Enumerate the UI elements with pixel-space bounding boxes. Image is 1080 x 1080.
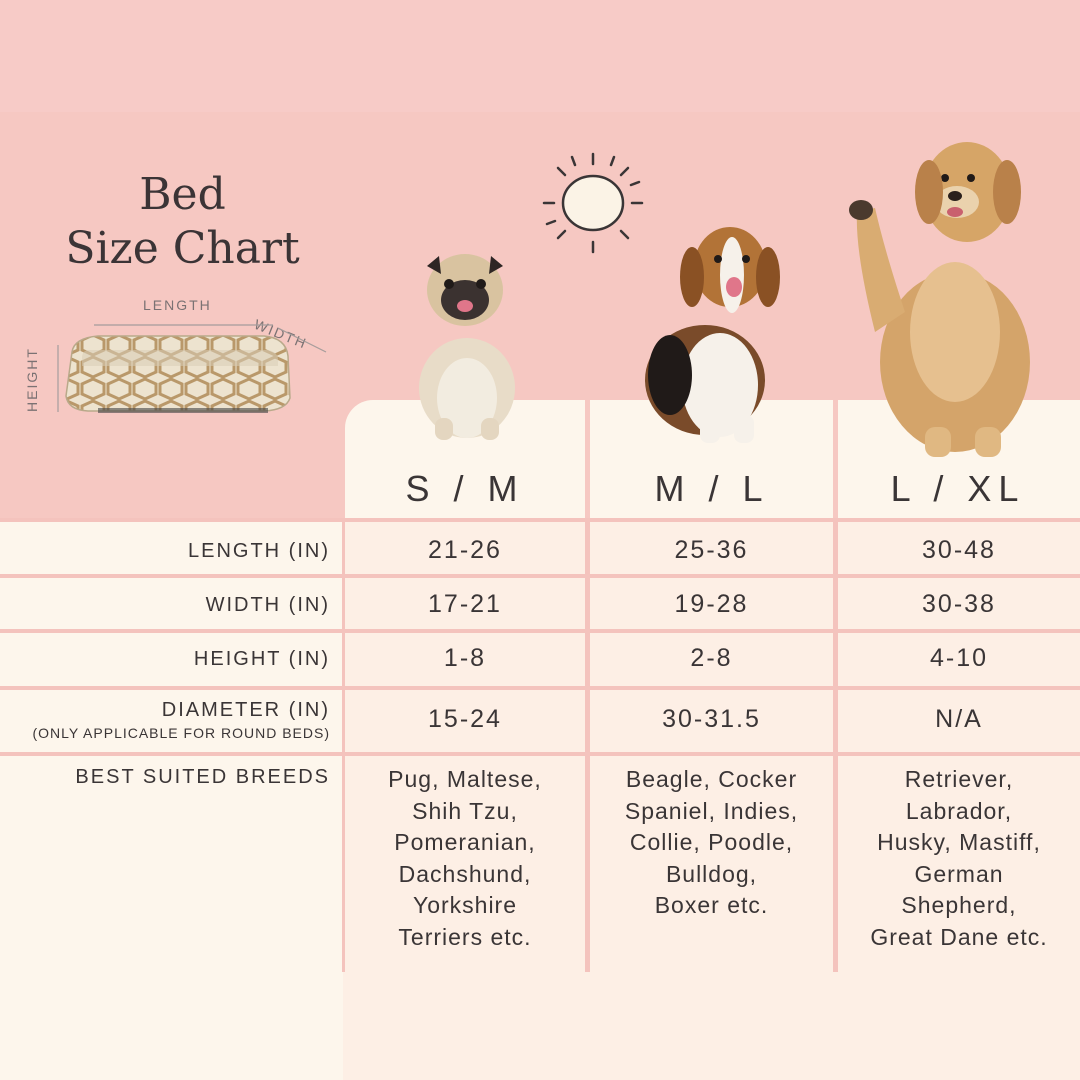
breed-line: Pug, Maltese, — [388, 766, 542, 792]
table-cell — [590, 756, 833, 972]
breeds-ml: Beagle, Cocker Spaniel, Indies, Collie, … — [590, 764, 833, 922]
page-title: Bed Size Chart — [40, 168, 325, 276]
row-label-diameter: DIAMETER (IN) — [161, 699, 330, 721]
title-line-1: Bed — [139, 169, 226, 220]
value-width-sm: 17-21 — [428, 590, 502, 618]
breed-line: Terriers etc. — [398, 923, 532, 950]
table-cell — [345, 578, 585, 629]
table-cell — [345, 522, 585, 574]
breed-line: Great Dane etc. — [870, 923, 1048, 950]
size-label-lxl: L / XL — [890, 468, 1026, 509]
row-label-width: WIDTH (IN) — [205, 594, 330, 616]
row-label-height: HEIGHT (IN) — [193, 648, 330, 670]
top-band — [0, 0, 1080, 112]
row-label-length: LENGTH (IN) — [188, 540, 330, 562]
row-sublabel-diameter: (ONLY APPLICABLE FOR ROUND BEDS) — [32, 725, 330, 741]
size-label-ml: M / L — [654, 468, 770, 509]
sun-icon — [542, 152, 644, 254]
breed-line: Collie, Poodle, — [629, 829, 794, 855]
table-cell — [838, 522, 1080, 574]
table-cell — [345, 690, 585, 752]
table-cell — [590, 633, 833, 686]
table-cell — [838, 633, 1080, 686]
length-label: LENGTH — [143, 297, 212, 313]
bed-icon — [57, 324, 327, 413]
title-line-2: Size Chart — [65, 223, 300, 274]
breeds-sm: Pug, Maltese, Shih Tzu, Pomeranian, Dach… — [345, 764, 585, 953]
breed-line: Pomeranian, — [394, 829, 536, 855]
value-diameter-sm: 15-24 — [428, 705, 502, 733]
value-width-lxl: 30-38 — [922, 590, 996, 618]
value-width-ml: 19-28 — [674, 590, 749, 618]
row-label-breeds: BEST SUITED BREEDS — [75, 766, 330, 788]
table-cell — [0, 756, 342, 972]
breed-line: Yorkshire — [412, 892, 518, 918]
breed-line: Bulldog, — [665, 860, 758, 887]
table-cell — [345, 633, 585, 686]
breed-line: Retriever, — [904, 766, 1014, 792]
table-cell — [0, 690, 342, 752]
breed-line: Labrador, — [905, 797, 1013, 824]
golden-retriever-image — [849, 142, 1030, 457]
breed-line: Boxer etc. — [654, 892, 769, 918]
table-cell — [838, 690, 1080, 752]
pug-image — [419, 254, 515, 440]
value-height-lxl: 4-10 — [929, 644, 989, 672]
table-cell — [345, 756, 585, 972]
value-length-lxl: 30-48 — [922, 536, 996, 564]
breed-line: German — [914, 860, 1004, 887]
breed-line: Shepherd, — [901, 892, 1017, 918]
value-diameter-ml: 30-31.5 — [662, 705, 761, 733]
value-diameter-lxl: N/A — [935, 705, 983, 733]
breeds-lxl: Retriever, Labrador, Husky, Mastiff, Ger… — [838, 764, 1080, 953]
breed-line: Shih Tzu, — [412, 797, 518, 824]
table-cell — [590, 578, 833, 629]
value-height-sm: 1-8 — [443, 644, 487, 672]
footer-left — [0, 972, 343, 1080]
table-cell — [0, 522, 342, 574]
table-cell — [838, 578, 1080, 629]
footer-right — [343, 972, 1080, 1080]
breed-line: Husky, Mastiff, — [877, 829, 1041, 855]
size-label-sm: S / M — [405, 468, 525, 509]
table-cell — [590, 522, 833, 574]
breed-line: Dachshund, — [398, 860, 532, 887]
table-cell — [590, 690, 833, 752]
value-length-ml: 25-36 — [674, 536, 749, 564]
table-cell — [0, 578, 342, 629]
table-cell — [838, 756, 1080, 972]
breed-line: Beagle, Cocker — [625, 766, 798, 792]
breed-line: Spaniel, Indies, — [624, 797, 799, 824]
value-height-ml: 2-8 — [690, 644, 733, 672]
value-length-sm: 21-26 — [428, 536, 502, 564]
table-cell — [0, 633, 342, 686]
beagle-image — [645, 227, 780, 443]
